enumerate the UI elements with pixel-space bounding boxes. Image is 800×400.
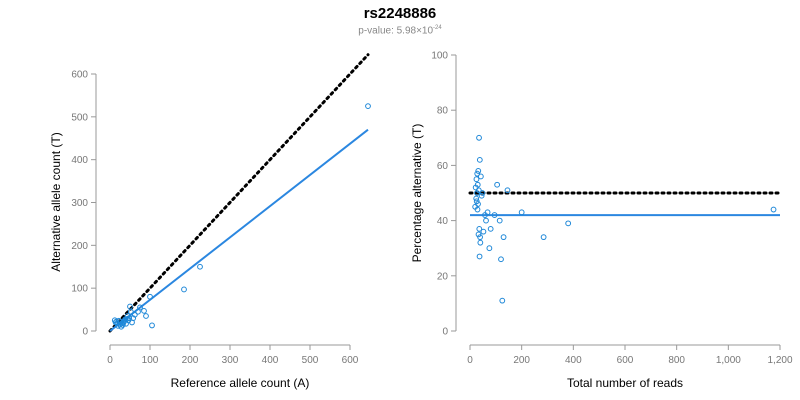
data-point: [483, 217, 489, 224]
data-point: [518, 209, 525, 216]
data-point: [480, 228, 487, 235]
y-tick-label: 0: [82, 327, 88, 338]
data-point: [477, 173, 484, 180]
data-point: [130, 315, 137, 322]
chart-subtitle: p-value: 5.98×10-24: [0, 25, 800, 36]
data-point: [476, 253, 483, 260]
data-point: [181, 286, 187, 293]
data-point: [476, 225, 483, 232]
reference-line: [108, 53, 370, 333]
x-tick-label: 400: [565, 355, 582, 366]
data-point: [494, 181, 501, 188]
chart-title: rs2248886: [363, 5, 437, 22]
data-point: [496, 217, 503, 224]
data-point: [486, 245, 493, 252]
x-tick-label: 800: [668, 355, 685, 366]
right-scatter-panel: 0 20 40 60 80 100 0 200 400 600 800 1,000 1,200 Total…: [410, 51, 793, 391]
data-point: [476, 156, 483, 163]
fit-line: [109, 128, 369, 332]
x-tick-label: 200: [182, 355, 199, 366]
x-tick-label: 200: [513, 355, 530, 366]
x-tick-label: 100: [142, 355, 159, 366]
y-tick-label: 300: [71, 198, 88, 209]
p-value-text: p-value: 5.98×10: [358, 25, 434, 37]
data-point: [474, 206, 481, 213]
p-value-exponent: -24: [433, 25, 442, 31]
y-tick-label: 600: [71, 70, 88, 81]
y-tick-label: 20: [437, 271, 449, 282]
y-tick-label: 0: [442, 327, 448, 338]
x-axis-label: Total number of reads: [567, 376, 683, 390]
data-point: [475, 201, 481, 207]
data-point: [540, 234, 547, 241]
data-point: [197, 263, 203, 270]
data-point: [137, 304, 143, 311]
x-tick-label: 1,200: [767, 355, 792, 366]
data-point: [141, 307, 147, 314]
x-axis-label: Reference allele count (A): [171, 376, 310, 390]
x-tick-label: 600: [617, 355, 634, 366]
x-tick-label: 400: [262, 355, 279, 366]
data-point: [126, 315, 133, 322]
y-tick-label: 500: [71, 112, 88, 123]
x-tick-label: 500: [302, 355, 319, 366]
data-point: [477, 234, 483, 241]
y-axis-label: Alternative allele count (T): [49, 132, 63, 271]
data-point: [491, 212, 498, 218]
x-tick-label: 1,000: [716, 355, 741, 366]
x-tick-label: 0: [467, 355, 473, 366]
data-point: [500, 234, 507, 241]
y-tick-label: 80: [437, 106, 449, 117]
data-point: [473, 198, 480, 205]
data-point: [149, 322, 155, 329]
data-point: [476, 134, 482, 141]
y-tick-label: 100: [71, 284, 88, 295]
data-point: [484, 209, 491, 216]
data-point: [473, 195, 480, 202]
data-point: [147, 293, 153, 300]
x-tick-label: 600: [342, 355, 359, 366]
data-point: [770, 206, 777, 213]
data-point: [498, 256, 504, 263]
data-point: [143, 313, 149, 319]
y-axis-label: Percentage alternative (T): [410, 124, 424, 263]
y-tick-label: 200: [71, 241, 88, 252]
data-point: [365, 103, 371, 110]
x-tick-label: 300: [222, 355, 239, 366]
y-tick-label: 60: [437, 161, 449, 172]
left-scatter-panel: 0 100 200 300 400 500 600 0 100 200 300 400 500 600 Re…: [49, 53, 371, 390]
y-tick-label: 100: [431, 51, 448, 62]
data-point: [477, 239, 484, 246]
y-tick-label: 40: [437, 216, 449, 227]
data-point: [131, 311, 138, 318]
data-point: [475, 187, 482, 194]
x-tick-label: 0: [107, 355, 113, 366]
data-point: [479, 190, 486, 196]
data-point: [499, 297, 506, 304]
y-tick-label: 400: [71, 155, 88, 166]
data-point: [504, 187, 511, 194]
data-point: [127, 308, 134, 315]
data-point: [565, 220, 572, 227]
data-point: [474, 181, 481, 188]
data-point: [487, 225, 494, 232]
data-point: [118, 323, 125, 330]
data-point: [478, 192, 485, 199]
data-point: [473, 176, 480, 183]
data-point: [475, 168, 482, 174]
data-point: [474, 170, 481, 177]
